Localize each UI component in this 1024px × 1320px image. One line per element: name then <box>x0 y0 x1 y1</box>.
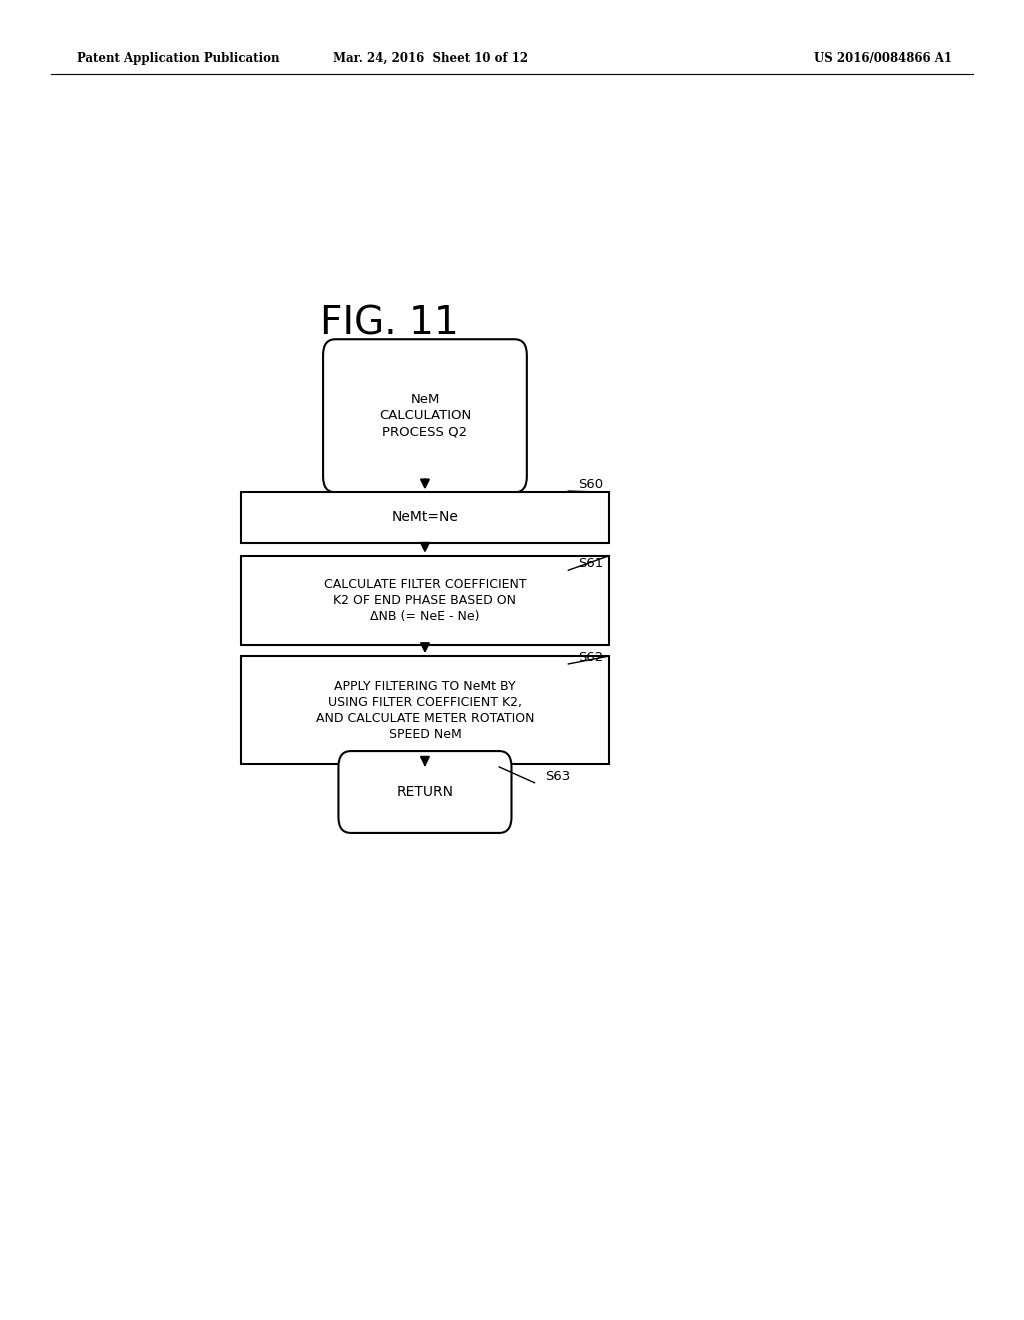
Text: US 2016/0084866 A1: US 2016/0084866 A1 <box>814 51 952 65</box>
Text: NeMt=Ne: NeMt=Ne <box>391 511 459 524</box>
Text: FIG. 11: FIG. 11 <box>319 305 459 342</box>
FancyBboxPatch shape <box>324 339 526 492</box>
FancyBboxPatch shape <box>241 492 609 543</box>
FancyBboxPatch shape <box>241 656 609 764</box>
Text: APPLY FILTERING TO NeMt BY
USING FILTER COEFFICIENT K2,
AND CALCULATE METER ROTA: APPLY FILTERING TO NeMt BY USING FILTER … <box>315 680 535 741</box>
FancyBboxPatch shape <box>338 751 511 833</box>
Text: Mar. 24, 2016  Sheet 10 of 12: Mar. 24, 2016 Sheet 10 of 12 <box>333 51 527 65</box>
Text: RETURN: RETURN <box>396 785 454 799</box>
Text: S62: S62 <box>579 651 604 664</box>
Text: CALCULATE FILTER COEFFICIENT
K2 OF END PHASE BASED ON
ΔNB (= NeE - Ne): CALCULATE FILTER COEFFICIENT K2 OF END P… <box>324 578 526 623</box>
Text: Patent Application Publication: Patent Application Publication <box>77 51 280 65</box>
Text: S61: S61 <box>579 557 604 570</box>
FancyBboxPatch shape <box>241 556 609 645</box>
Text: S63: S63 <box>545 770 570 783</box>
Text: S60: S60 <box>579 478 604 491</box>
Text: NeM
CALCULATION
PROCESS Q2: NeM CALCULATION PROCESS Q2 <box>379 393 471 438</box>
